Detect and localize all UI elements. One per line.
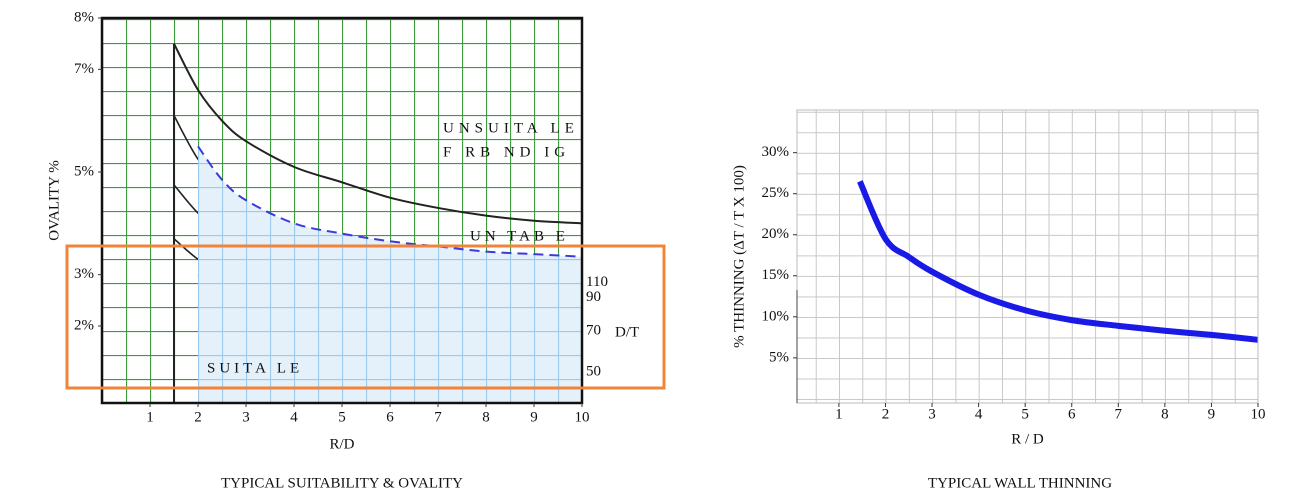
x-tick-label: 5 <box>1021 406 1029 422</box>
x-tick-label: 4 <box>290 409 298 425</box>
series-label: 110 <box>586 274 608 290</box>
x-tick-label: 9 <box>530 409 538 425</box>
curve <box>173 43 583 225</box>
chart-title: TYPICAL SUITABILITY & OVALITY <box>221 475 463 491</box>
x-tick-label: 3 <box>928 406 936 422</box>
x-tick-label: 7 <box>434 409 442 425</box>
series-label: 70 <box>586 323 601 339</box>
annotation: F RB ND IG <box>443 144 570 160</box>
y-tick-label: 20% <box>762 226 790 242</box>
x-axis-label: R / D <box>1011 431 1044 447</box>
series-label: 50 <box>586 364 601 380</box>
x-axis-label: R/D <box>329 436 354 452</box>
chart-title: TYPICAL WALL THINNING <box>928 475 1112 491</box>
plot-frame <box>796 109 1259 404</box>
y-axis-label: OVALITY % <box>46 160 62 240</box>
x-tick-label: 9 <box>1208 406 1216 422</box>
x-tick-label: 1 <box>146 409 154 425</box>
y-tick-label: 15% <box>762 267 790 283</box>
y-tick-label: 25% <box>762 185 790 201</box>
x-tick-label: 5 <box>338 409 346 425</box>
x-tick-label: 3 <box>242 409 250 425</box>
x-tick-label: 8 <box>482 409 490 425</box>
highlight-box <box>65 244 666 390</box>
x-tick-label: 8 <box>1161 406 1169 422</box>
y-axis-label: % THINNING (ΔT / T X 100) <box>731 165 747 348</box>
y-tick-label: 30% <box>762 144 790 160</box>
x-tick-label: 10 <box>575 409 590 425</box>
y-tick-label: 8% <box>74 9 94 25</box>
x-tick-label: 6 <box>1068 406 1076 422</box>
annotation: UN TAB E <box>470 228 569 244</box>
x-tick-label: 7 <box>1115 406 1123 422</box>
y-tick-label: 7% <box>74 61 94 77</box>
curve <box>857 180 1259 343</box>
grid <box>797 110 1258 403</box>
series-label: 90 <box>586 289 601 305</box>
y-tick-label: 3% <box>74 266 94 282</box>
x-tick-label: 2 <box>882 406 890 422</box>
y-tick-label: 10% <box>762 308 790 324</box>
x-tick-label: 1 <box>835 406 843 422</box>
stability-line <box>197 145 583 258</box>
y-tick-label: 2% <box>74 317 94 333</box>
annotation: SUITA LE <box>207 360 303 376</box>
x-tick-label: 4 <box>975 406 983 422</box>
x-tick-label: 2 <box>194 409 202 425</box>
y-tick-label: 5% <box>74 163 94 179</box>
annotation: D/T <box>615 324 639 340</box>
x-tick-label: 10 <box>1251 406 1266 422</box>
y-tick-label: 5% <box>769 349 789 365</box>
x-tick-label: 6 <box>386 409 394 425</box>
annotation: UNSUITA LE <box>443 120 579 136</box>
suitable-area <box>198 146 582 404</box>
